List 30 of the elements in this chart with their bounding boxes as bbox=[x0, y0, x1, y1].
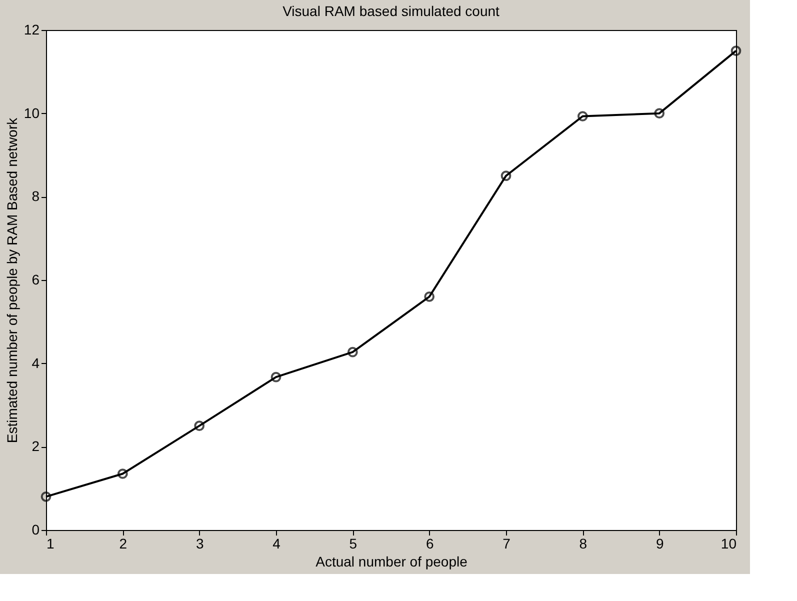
x-tick-label: 10 bbox=[720, 536, 737, 552]
point bbox=[194, 420, 205, 432]
point bbox=[117, 468, 128, 479]
point bbox=[577, 111, 588, 122]
x-tick-label: 8 bbox=[579, 536, 588, 552]
x-tick-label: 2 bbox=[119, 536, 128, 552]
y-tick-label: 4 bbox=[32, 354, 40, 371]
x-tick-label: 4 bbox=[272, 536, 281, 552]
y-tick-label: 0 bbox=[32, 522, 40, 538]
x-tick-label: 7 bbox=[502, 536, 511, 552]
point bbox=[270, 372, 282, 382]
y-tick-label: 6 bbox=[32, 272, 40, 288]
point bbox=[654, 108, 665, 119]
chart-title: Visual RAM based simulated count bbox=[282, 3, 500, 19]
point bbox=[424, 291, 435, 302]
x-tick-label: 1 bbox=[46, 536, 54, 552]
point bbox=[730, 46, 742, 56]
y-tick-label: 8 bbox=[32, 188, 40, 204]
x-axis-title: Actual number of people bbox=[316, 554, 468, 570]
y-axis-title: Estimated number of people by RAM Based network bbox=[4, 116, 20, 444]
point bbox=[347, 346, 358, 358]
y-tick-label: 2 bbox=[32, 438, 40, 454]
x-tick-label: 9 bbox=[656, 536, 664, 552]
y-tick-label: 12 bbox=[24, 22, 40, 38]
x-tick-label: 6 bbox=[426, 536, 434, 552]
x-tick-label: 5 bbox=[349, 536, 358, 552]
y-tick-label: 10 bbox=[24, 104, 40, 121]
point bbox=[500, 170, 512, 182]
point bbox=[40, 491, 52, 502]
x-tick-label: 3 bbox=[196, 536, 204, 552]
